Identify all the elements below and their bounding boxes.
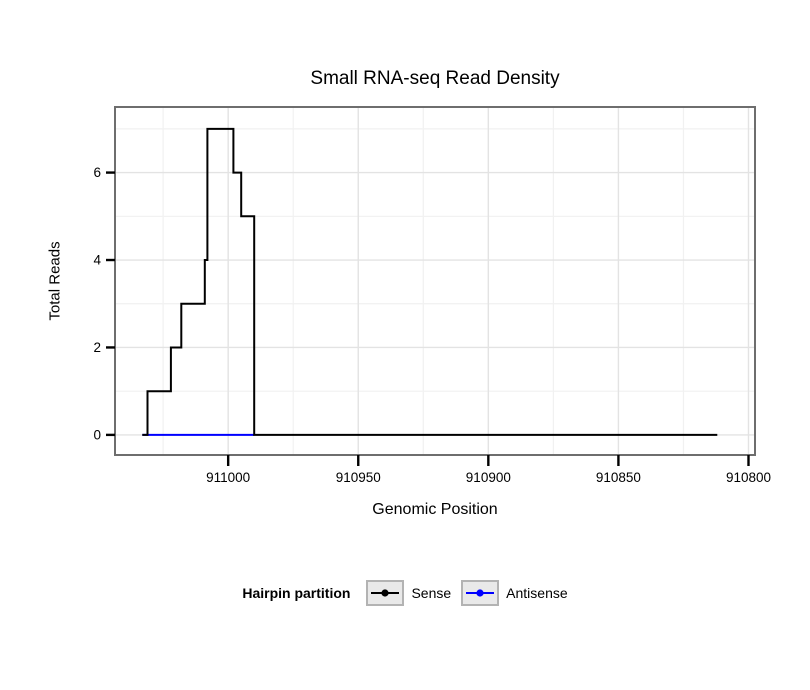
panel-background — [115, 107, 755, 455]
y-tick-label: 2 — [93, 340, 101, 355]
sense-key-icon — [366, 580, 405, 606]
y-tick-label: 0 — [93, 427, 101, 442]
x-tick-label: 910950 — [336, 470, 381, 485]
antisense-key-icon — [461, 580, 500, 606]
series-line-sense — [142, 127, 718, 436]
x-tick-label: 910850 — [596, 470, 641, 485]
plot-area: 911000 910950 910900 910850 910800 0 2 4 6 — [93, 106, 771, 485]
x-tick-label: 910900 — [466, 470, 511, 485]
legend-title: Hairpin partition — [242, 585, 351, 601]
panel-border — [114, 106, 756, 456]
y-axis-title: Total Reads — [46, 241, 64, 321]
legend-key-point — [381, 589, 390, 597]
y-tick-label: 4 — [93, 253, 101, 268]
chart-title: Small RNA-seq Read Density — [310, 68, 560, 89]
legend-label-antisense: Antisense — [506, 585, 568, 601]
legend-label-sense: Sense — [411, 585, 452, 601]
legend: Hairpin partition Sense Antisense — [0, 580, 810, 606]
x-tick-label: 911000 — [206, 470, 250, 485]
x-axis-title: Genomic Position — [372, 501, 498, 518]
legend-item-sense: Sense — [366, 580, 451, 606]
x-tick-label: 910800 — [726, 470, 771, 485]
legend-key-point — [476, 589, 484, 597]
legend-item-antisense: Antisense — [461, 580, 568, 606]
y-tick-label: 6 — [93, 165, 101, 180]
